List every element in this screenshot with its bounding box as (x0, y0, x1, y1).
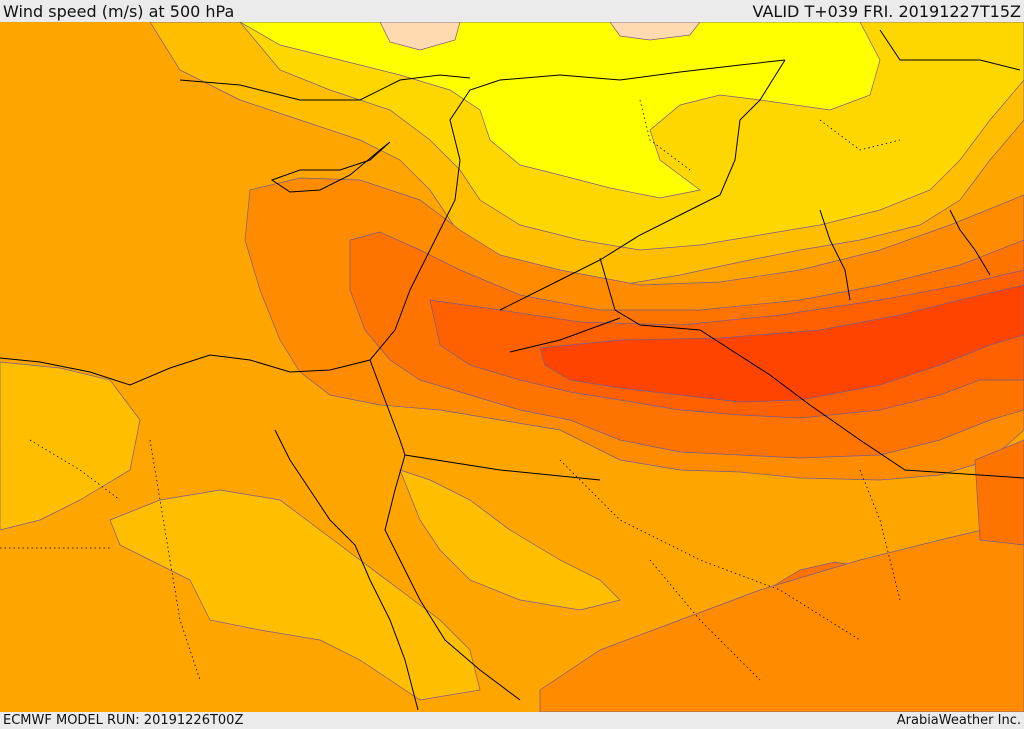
band-yellow (239, 22, 881, 199)
band-amber-south (399, 469, 621, 611)
band-lightest-2 (609, 22, 701, 41)
credit-label: ArabiaWeather Inc. (896, 713, 1021, 728)
band-amber-west (0, 361, 141, 531)
map-title: Wind speed (m/s) at 500 hPa (3, 2, 235, 21)
footer-bar: ECMWF MODEL RUN: 20191226T00Z ArabiaWeat… (0, 712, 1024, 729)
band-orange-southeast (539, 519, 1024, 712)
band-red (539, 284, 1024, 403)
coastlines (0, 29, 1024, 711)
header-bar: Wind speed (m/s) at 500 hPa VALID T+039 … (0, 0, 1024, 22)
wind-speed-field (0, 22, 1024, 712)
internal-boundaries (0, 99, 901, 681)
valid-time: VALID T+039 FRI. 20191227T15Z (752, 2, 1021, 21)
band-lightest (379, 22, 461, 51)
model-run: ECMWF MODEL RUN: 20191226T00Z (3, 713, 244, 728)
band-orange-dark-southeast (974, 439, 1024, 546)
weather-map (0, 22, 1024, 712)
band-amber-sinai (109, 489, 481, 701)
